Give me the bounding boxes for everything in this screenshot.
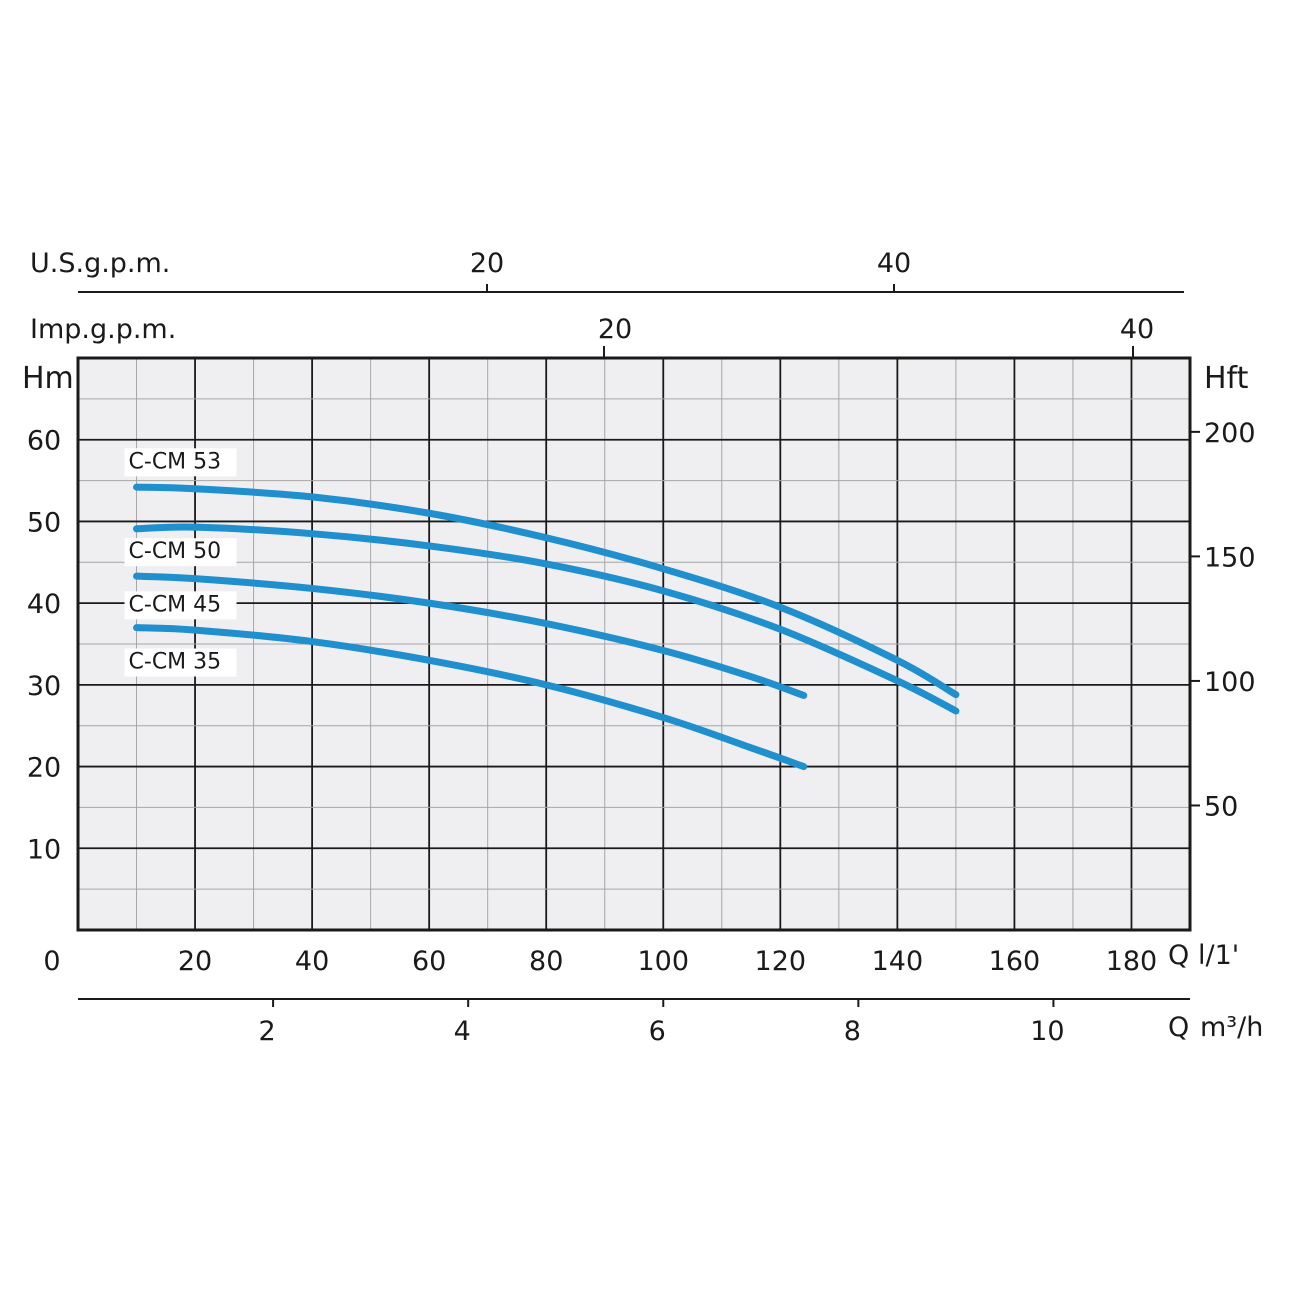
y-left-tick-label: 50 [27, 507, 61, 538]
y-right-tick-label: 150 [1204, 542, 1256, 573]
series-label-c-cm-45: C-CM 45 [129, 592, 222, 617]
y-right-tick-label: 100 [1204, 667, 1256, 698]
m3h-tick-label: 2 [258, 1016, 275, 1047]
m3h-tick-label: 10 [1030, 1016, 1064, 1047]
imp-gpm-tick-label: 20 [598, 314, 632, 345]
series-label-bg [124, 448, 237, 477]
series-line-c-cm-53 [133, 483, 960, 699]
y-right-tick-label: 200 [1204, 418, 1256, 449]
grid [78, 358, 1190, 930]
series-label-c-cm-50: C-CM 50 [129, 539, 222, 564]
imp-gpm-axis-label: Imp.g.p.m. [30, 314, 176, 345]
y-left-axis-label: Hm [22, 361, 74, 396]
y-left-tick-label: 10 [27, 834, 61, 865]
y-left-tick-label: 20 [27, 753, 61, 784]
m3h-tick-label: 8 [844, 1016, 861, 1047]
series-label-bg [124, 591, 237, 620]
y-left-tick-label: 40 [27, 589, 61, 620]
us-gpm-tick-label: 20 [470, 248, 504, 279]
series-label-bg [124, 538, 237, 567]
series-labels: C-CM 53 C-CM 50 C-CM 45 C-CM 35 [124, 448, 237, 677]
x-primary-ticks: 20 40 60 80 100 120 140 160 180 [178, 946, 1157, 977]
x-primary-tick-label: 120 [755, 946, 807, 977]
x-primary-tick-label: 180 [1106, 946, 1158, 977]
series-label-bg [124, 648, 237, 677]
us-gpm-axis-label: U.S.g.p.m. [30, 248, 170, 279]
m3h-tick-label: 6 [649, 1016, 666, 1047]
m3h-tick-label: 4 [454, 1016, 471, 1047]
series-layer [133, 483, 960, 771]
x-primary-tick-label: 140 [872, 946, 924, 977]
series-label-c-cm-35: C-CM 35 [129, 650, 222, 675]
x-primary-tick-label: 60 [412, 946, 446, 977]
series-line-c-cm-45 [133, 572, 808, 699]
m3h-unit: m³/h [1200, 1012, 1263, 1043]
y-right-ticks: 50 100 150 200 [1190, 418, 1256, 822]
y-left-tick-label: 60 [27, 426, 61, 457]
x-primary-tick-label: 40 [295, 946, 329, 977]
series-line-c-cm-50 [133, 523, 960, 715]
series-line-c-cm-35 [133, 624, 808, 771]
y-right-tick-label: 50 [1204, 791, 1238, 822]
y-left-ticks: 10 20 30 40 50 60 [27, 426, 61, 866]
m3h-ticks: 2 4 6 8 10 [258, 999, 1065, 1047]
series-label-c-cm-53: C-CM 53 [129, 449, 222, 474]
m3h-unit-q: Q [1168, 1012, 1189, 1043]
us-gpm-tick-label: 40 [877, 248, 911, 279]
x-primary-tick-label: 20 [178, 946, 212, 977]
x-primary-unit-q: Q [1168, 940, 1189, 971]
y-right-axis-label: Hft [1204, 361, 1249, 396]
x-primary-tick-label: 100 [637, 946, 689, 977]
x-primary-unit: l/1' [1198, 940, 1239, 971]
x-primary-tick-label: 160 [989, 946, 1041, 977]
plot-frame [76, 356, 1192, 932]
imp-gpm-tick-label: 40 [1120, 314, 1154, 345]
x-primary-tick-label: 80 [529, 946, 563, 977]
y-left-tick-label: 30 [27, 671, 61, 702]
origin-label: 0 [43, 946, 60, 977]
